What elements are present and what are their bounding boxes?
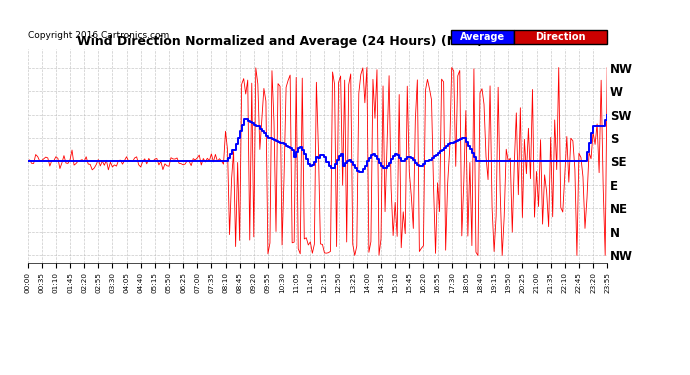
Text: Copyright 2016 Cartronics.com: Copyright 2016 Cartronics.com	[28, 31, 169, 40]
FancyBboxPatch shape	[515, 30, 607, 45]
Title: Wind Direction Normalized and Average (24 Hours) (New) 20160802: Wind Direction Normalized and Average (2…	[77, 34, 558, 48]
FancyBboxPatch shape	[451, 30, 515, 45]
Text: Average: Average	[460, 32, 505, 42]
Text: Direction: Direction	[535, 32, 586, 42]
